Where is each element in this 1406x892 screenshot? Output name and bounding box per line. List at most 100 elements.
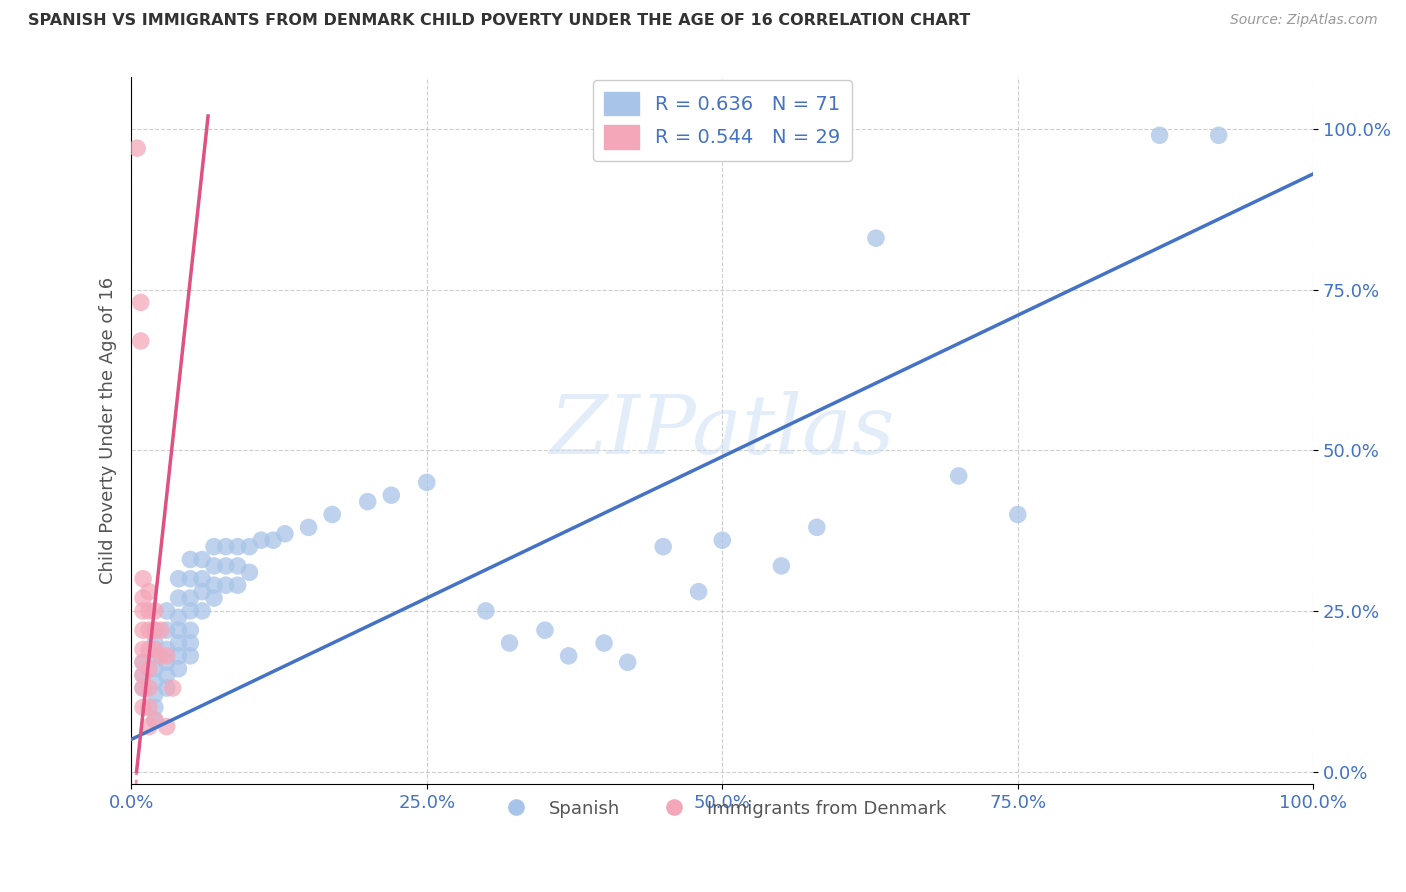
Point xyxy=(143,623,166,637)
Point xyxy=(557,648,579,663)
Point xyxy=(179,648,201,663)
Text: Source: ZipAtlas.com: Source: ZipAtlas.com xyxy=(1230,13,1378,28)
Text: ZIPatlas: ZIPatlas xyxy=(550,391,896,471)
Point xyxy=(132,681,155,695)
Point xyxy=(238,566,260,580)
Point xyxy=(129,295,152,310)
Point xyxy=(132,591,155,605)
Point xyxy=(202,540,225,554)
Point xyxy=(132,604,155,618)
Point xyxy=(143,636,166,650)
Point xyxy=(132,656,155,670)
Point xyxy=(167,662,190,676)
Point xyxy=(143,713,166,727)
Point xyxy=(1208,128,1230,143)
Point xyxy=(138,604,160,618)
Point xyxy=(156,642,179,657)
Point xyxy=(149,623,172,637)
Point xyxy=(711,533,734,548)
Point xyxy=(156,681,179,695)
Point xyxy=(143,642,166,657)
Point xyxy=(770,558,793,573)
Point xyxy=(138,584,160,599)
Point xyxy=(156,656,179,670)
Point xyxy=(156,623,179,637)
Point xyxy=(191,552,214,566)
Point xyxy=(250,533,273,548)
Point xyxy=(688,584,710,599)
Point xyxy=(156,668,179,682)
Point xyxy=(143,648,166,663)
Point xyxy=(179,552,201,566)
Point xyxy=(138,700,160,714)
Point xyxy=(238,540,260,554)
Point xyxy=(138,681,160,695)
Point xyxy=(143,674,166,689)
Point xyxy=(806,520,828,534)
Point xyxy=(156,604,179,618)
Point xyxy=(156,648,179,663)
Point xyxy=(167,591,190,605)
Point xyxy=(191,604,214,618)
Point xyxy=(179,572,201,586)
Point xyxy=(132,642,155,657)
Point xyxy=(143,604,166,618)
Point xyxy=(129,334,152,348)
Point xyxy=(167,572,190,586)
Point xyxy=(215,578,238,592)
Point xyxy=(262,533,284,548)
Point xyxy=(149,648,172,663)
Point xyxy=(167,648,190,663)
Text: SPANISH VS IMMIGRANTS FROM DENMARK CHILD POVERTY UNDER THE AGE OF 16 CORRELATION: SPANISH VS IMMIGRANTS FROM DENMARK CHILD… xyxy=(28,13,970,29)
Point xyxy=(652,540,675,554)
Point xyxy=(179,604,201,618)
Point xyxy=(498,636,520,650)
Point xyxy=(297,520,319,534)
Point xyxy=(167,636,190,650)
Point xyxy=(948,469,970,483)
Point xyxy=(534,623,557,637)
Point xyxy=(162,681,184,695)
Point xyxy=(179,623,201,637)
Point xyxy=(202,591,225,605)
Point xyxy=(132,668,155,682)
Point xyxy=(143,713,166,727)
Point xyxy=(593,636,616,650)
Point xyxy=(226,578,249,592)
Point xyxy=(132,656,155,670)
Point xyxy=(215,540,238,554)
Point xyxy=(132,668,155,682)
Legend: Spanish, Immigrants from Denmark: Spanish, Immigrants from Denmark xyxy=(491,792,953,825)
Point xyxy=(167,610,190,624)
Point xyxy=(138,623,160,637)
Point xyxy=(202,558,225,573)
Point xyxy=(321,508,343,522)
Point xyxy=(1007,508,1029,522)
Point xyxy=(191,572,214,586)
Point xyxy=(127,141,149,155)
Point xyxy=(179,591,201,605)
Point xyxy=(215,558,238,573)
Point xyxy=(865,231,887,245)
Point xyxy=(143,700,166,714)
Point xyxy=(202,578,225,592)
Point xyxy=(416,475,439,490)
Point xyxy=(380,488,402,502)
Point xyxy=(132,681,155,695)
Point xyxy=(274,526,297,541)
Point xyxy=(156,720,179,734)
Point xyxy=(132,700,155,714)
Point xyxy=(179,636,201,650)
Point xyxy=(138,662,160,676)
Point xyxy=(167,623,190,637)
Y-axis label: Child Poverty Under the Age of 16: Child Poverty Under the Age of 16 xyxy=(100,277,117,584)
Point xyxy=(138,720,160,734)
Point xyxy=(132,623,155,637)
Point xyxy=(143,662,166,676)
Point xyxy=(475,604,498,618)
Point xyxy=(143,623,166,637)
Point xyxy=(191,584,214,599)
Point xyxy=(138,642,160,657)
Point xyxy=(226,540,249,554)
Point xyxy=(1149,128,1171,143)
